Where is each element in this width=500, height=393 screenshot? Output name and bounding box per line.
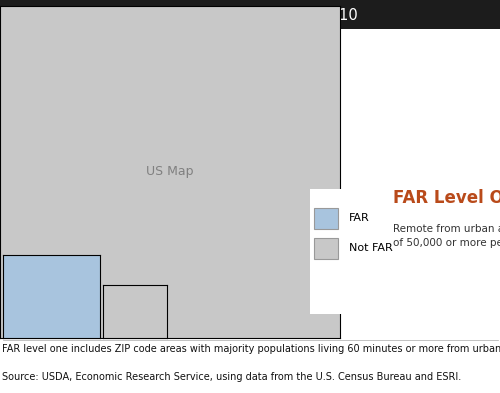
Bar (314, 208, 338, 229)
Text: US Map: US Map (146, 165, 194, 178)
Text: Remote from urban areas
of 50,000 or more people: Remote from urban areas of 50,000 or mor… (393, 224, 500, 248)
Bar (314, 238, 338, 259)
Text: Not FAR: Not FAR (349, 243, 393, 253)
Text: FAR level one includes ZIP code areas with majority populations living 60 minute: FAR level one includes ZIP code areas wi… (2, 344, 500, 354)
Text: FAR Level One: FAR Level One (393, 189, 500, 207)
Text: Source: USDA, Economic Research Service, using data from the U.S. Census Bureau : Source: USDA, Economic Research Service,… (2, 372, 462, 382)
Text: FAR: FAR (349, 213, 370, 223)
Text: Frontier and Remote (FAR) ZIP Code areas, 2010: Frontier and Remote (FAR) ZIP Code areas… (4, 7, 358, 22)
